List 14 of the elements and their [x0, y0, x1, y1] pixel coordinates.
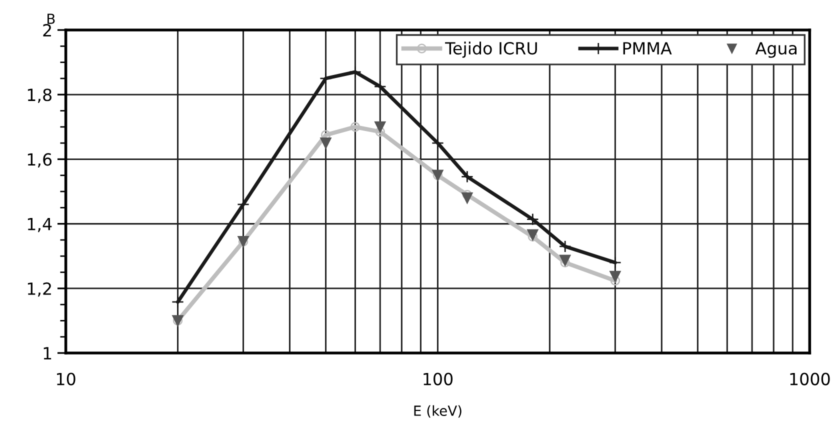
x-axis-title: E (keV): [414, 405, 462, 418]
y-tick-label: 1: [44, 347, 52, 360]
y-tick-label: 2: [43, 24, 51, 36]
x-tick-label: 10: [57, 372, 76, 386]
x-tick-label: 1000: [790, 372, 830, 386]
y-tick-label: 1,8: [28, 88, 52, 103]
x-tick-label: 100: [424, 372, 453, 386]
y-axis-title: B: [48, 14, 55, 24]
y-tick-label: 1,4: [28, 218, 52, 232]
legend-label: Tejido ICRU: [445, 42, 537, 58]
y-tick-label: 1,6: [28, 153, 52, 168]
y-tick-label: 1,2: [28, 282, 51, 297]
legend-label: Agua: [755, 42, 796, 58]
legend-label: PMMA: [623, 42, 672, 54]
